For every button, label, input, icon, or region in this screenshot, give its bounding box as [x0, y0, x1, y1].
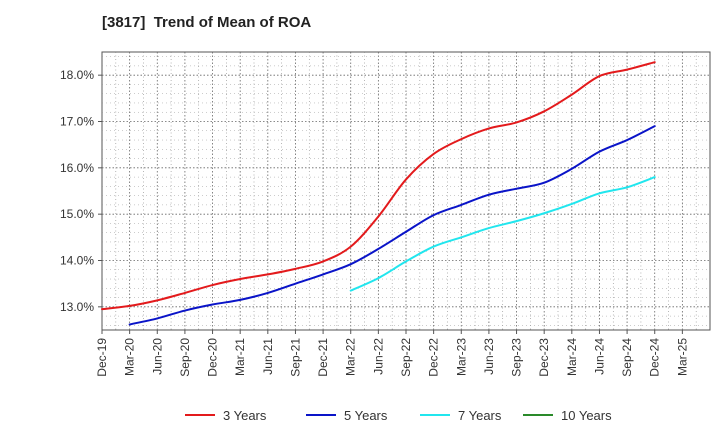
y-tick-label: 13.0%: [60, 300, 94, 314]
x-tick-label: Mar-21: [233, 338, 247, 376]
x-tick-label: Sep-21: [288, 338, 302, 377]
x-tick-label: Sep-22: [399, 338, 413, 377]
y-tick-label: 15.0%: [60, 207, 94, 221]
legend-label-3-years: 3 Years: [223, 408, 267, 423]
y-tick-label: 17.0%: [60, 115, 94, 129]
x-tick-label: Jun-24: [592, 338, 606, 375]
x-tick-label: Dec-23: [537, 338, 551, 377]
y-tick-label: 18.0%: [60, 68, 94, 82]
y-axis: 13.0% 14.0% 15.0% 16.0% 17.0% 18.0%: [60, 68, 102, 314]
grid-lines: [102, 52, 710, 330]
x-tick-label: Dec-22: [427, 338, 441, 377]
x-tick-label: Dec-21: [316, 338, 330, 377]
legend: 3 Years 5 Years 7 Years 10 Years: [185, 408, 612, 423]
series-lines: [101, 61, 656, 326]
x-tick-label: Dec-19: [95, 338, 109, 377]
y-tick-label: 16.0%: [60, 161, 94, 175]
x-tick-label: Mar-23: [454, 338, 468, 376]
x-tick-label: Dec-20: [206, 338, 220, 377]
series-line-7-years: [349, 176, 656, 292]
x-tick-label: Jun-21: [261, 338, 275, 375]
chart-title: [3817] Trend of Mean of ROA: [102, 14, 312, 31]
x-tick-label: Mar-22: [344, 338, 358, 376]
y-tick-label: 14.0%: [60, 254, 94, 268]
x-tick-label: Jun-20: [150, 338, 164, 375]
x-tick-label: Jun-23: [482, 338, 496, 375]
x-tick-label: Mar-24: [565, 338, 579, 376]
x-tick-label: Sep-24: [620, 338, 634, 377]
x-tick-label: Sep-23: [510, 338, 524, 377]
x-tick-label: Mar-20: [123, 338, 137, 376]
series-line-3-years: [101, 61, 656, 311]
series-line-5-years: [128, 125, 656, 326]
legend-label-7-years: 7 Years: [458, 408, 502, 423]
legend-label-10-years: 10 Years: [561, 408, 612, 423]
x-axis: Dec-19 Mar-20 Jun-20 Sep-20 Dec-20 Mar-21 Jun-…: [95, 330, 689, 377]
x-tick-label: Dec-24: [648, 338, 662, 377]
legend-label-5-years: 5 Years: [344, 408, 388, 423]
x-tick-label: Sep-20: [178, 338, 192, 377]
x-tick-label: Mar-25: [675, 338, 689, 376]
x-tick-label: Jun-22: [371, 338, 385, 375]
